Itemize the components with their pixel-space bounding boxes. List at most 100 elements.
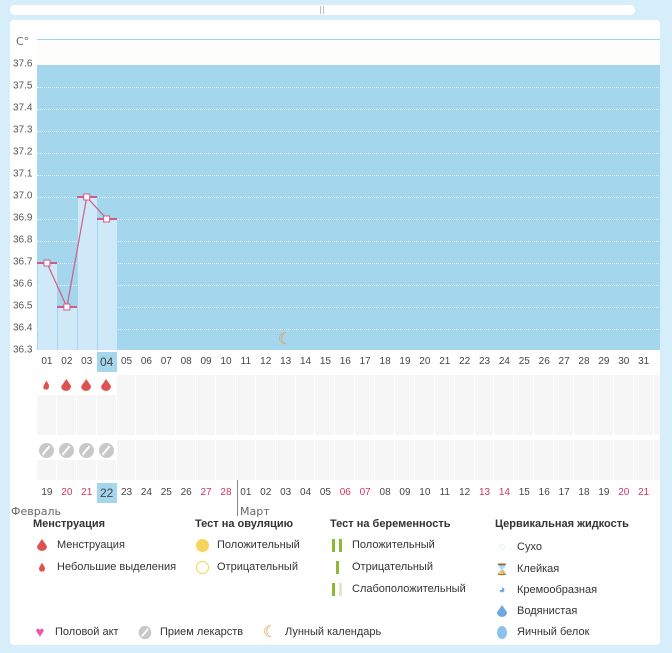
grid-cell[interactable] xyxy=(474,440,495,460)
grid-cell[interactable] xyxy=(216,440,236,460)
grid-cell[interactable] xyxy=(613,415,634,435)
grid-cell[interactable] xyxy=(295,375,316,395)
grid-cell[interactable] xyxy=(593,440,614,460)
grid-cell[interactable] xyxy=(255,375,276,395)
grid-cell[interactable] xyxy=(355,395,376,415)
calendar-date[interactable]: 16 xyxy=(538,487,550,498)
grid-cell[interactable] xyxy=(275,375,296,395)
cycle-day[interactable]: 08 xyxy=(180,356,192,367)
calendar-date[interactable]: 09 xyxy=(399,487,411,498)
cycle-day[interactable]: 21 xyxy=(439,356,451,367)
grid-cell[interactable] xyxy=(633,375,654,395)
cycle-day[interactable]: 22 xyxy=(459,356,471,367)
grid-cell[interactable] xyxy=(633,395,654,415)
cycle-day[interactable]: 04 xyxy=(96,352,117,372)
grid-cell[interactable] xyxy=(335,440,356,460)
cycle-day[interactable]: 02 xyxy=(61,356,73,367)
grid-cell[interactable] xyxy=(295,460,316,480)
grid-cell[interactable] xyxy=(56,440,77,460)
grid-cell[interactable] xyxy=(554,440,575,460)
cycle-day[interactable]: 24 xyxy=(498,356,510,367)
grid-cell[interactable] xyxy=(37,460,57,480)
grid-cell[interactable] xyxy=(454,415,475,435)
cycle-day[interactable]: 17 xyxy=(359,356,371,367)
grid-cell[interactable] xyxy=(56,375,77,395)
grid-cell[interactable] xyxy=(196,395,217,415)
calendar-date[interactable]: 2 xyxy=(654,483,660,503)
grid-cell[interactable] xyxy=(76,440,97,460)
cycle-day[interactable]: 27 xyxy=(558,356,570,367)
grid-cell[interactable] xyxy=(574,440,594,460)
grid-cell[interactable] xyxy=(76,395,97,415)
grid-cell[interactable] xyxy=(355,415,376,435)
grid-cell[interactable] xyxy=(574,415,594,435)
cycle-day[interactable]: 12 xyxy=(260,356,272,367)
grid-cell[interactable] xyxy=(216,375,236,395)
scroll-thumb[interactable] xyxy=(320,6,324,14)
cycle-day[interactable]: 23 xyxy=(478,356,491,367)
grid-cell[interactable] xyxy=(136,440,157,460)
grid-cell[interactable] xyxy=(414,415,435,435)
calendar-date[interactable]: 08 xyxy=(379,487,391,498)
grid-cell[interactable] xyxy=(514,460,535,480)
grid-cell[interactable] xyxy=(196,375,217,395)
grid-cell[interactable] xyxy=(653,440,660,460)
grid-cell[interactable] xyxy=(255,415,276,435)
grid-cell[interactable] xyxy=(574,375,594,395)
calendar-date[interactable]: 05 xyxy=(319,487,331,498)
cycle-day[interactable]: 1 xyxy=(654,352,660,372)
grid-cell[interactable] xyxy=(176,375,197,395)
grid-cell[interactable] xyxy=(514,395,535,415)
calendar-date[interactable]: 20 xyxy=(61,487,73,498)
calendar-date[interactable]: 27 xyxy=(200,487,212,498)
grid-cell[interactable] xyxy=(375,395,396,415)
grid-cell[interactable] xyxy=(56,460,77,480)
grid-cell[interactable] xyxy=(474,395,495,415)
grid-cell[interactable] xyxy=(315,395,336,415)
grid-cell[interactable] xyxy=(613,375,634,395)
grid-cell[interactable] xyxy=(235,460,256,480)
grid-cell[interactable] xyxy=(355,460,376,480)
cycle-day[interactable]: 09 xyxy=(200,356,212,367)
horizontal-scrollbar[interactable] xyxy=(10,5,635,15)
grid-cell[interactable] xyxy=(554,460,575,480)
cycle-day[interactable]: 28 xyxy=(578,356,590,367)
grid-cell[interactable] xyxy=(593,415,614,435)
calendar-date[interactable]: 13 xyxy=(478,487,491,498)
grid-cell[interactable] xyxy=(414,375,435,395)
grid-cell[interactable] xyxy=(255,440,276,460)
grid-cell[interactable] xyxy=(196,415,217,435)
grid-cell[interactable] xyxy=(375,460,396,480)
grid-cell[interactable] xyxy=(156,395,177,415)
grid-cell[interactable] xyxy=(156,440,177,460)
grid-cell[interactable] xyxy=(653,375,660,395)
grid-cell[interactable] xyxy=(335,460,356,480)
grid-cell[interactable] xyxy=(375,375,396,395)
cycle-day[interactable]: 15 xyxy=(319,356,331,367)
grid-cell[interactable] xyxy=(514,415,535,435)
grid-cell[interactable] xyxy=(315,415,336,435)
calendar-date[interactable]: 25 xyxy=(160,487,172,498)
grid-cell[interactable] xyxy=(37,415,57,435)
grid-cell[interactable] xyxy=(613,395,634,415)
cycle-day[interactable]: 19 xyxy=(399,356,411,367)
grid-cell[interactable] xyxy=(395,440,415,460)
grid-cell[interactable] xyxy=(335,415,356,435)
grid-cell[interactable] xyxy=(494,460,515,480)
grid-cell[interactable] xyxy=(494,440,515,460)
calendar-date[interactable]: 20 xyxy=(618,487,630,498)
grid-cell[interactable] xyxy=(633,460,654,480)
calendar-date[interactable]: 26 xyxy=(180,487,192,498)
grid-cell[interactable] xyxy=(315,440,336,460)
grid-cell[interactable] xyxy=(395,375,415,395)
grid-cell[interactable] xyxy=(275,395,296,415)
grid-cell[interactable] xyxy=(534,375,555,395)
grid-cell[interactable] xyxy=(454,375,475,395)
grid-cell[interactable] xyxy=(96,395,117,415)
grid-cell[interactable] xyxy=(375,440,396,460)
grid-cell[interactable] xyxy=(295,440,316,460)
grid-cell[interactable] xyxy=(434,415,455,435)
grid-cell[interactable] xyxy=(56,395,77,415)
calendar-date[interactable]: 22 xyxy=(96,483,117,503)
grid-cell[interactable] xyxy=(176,415,197,435)
